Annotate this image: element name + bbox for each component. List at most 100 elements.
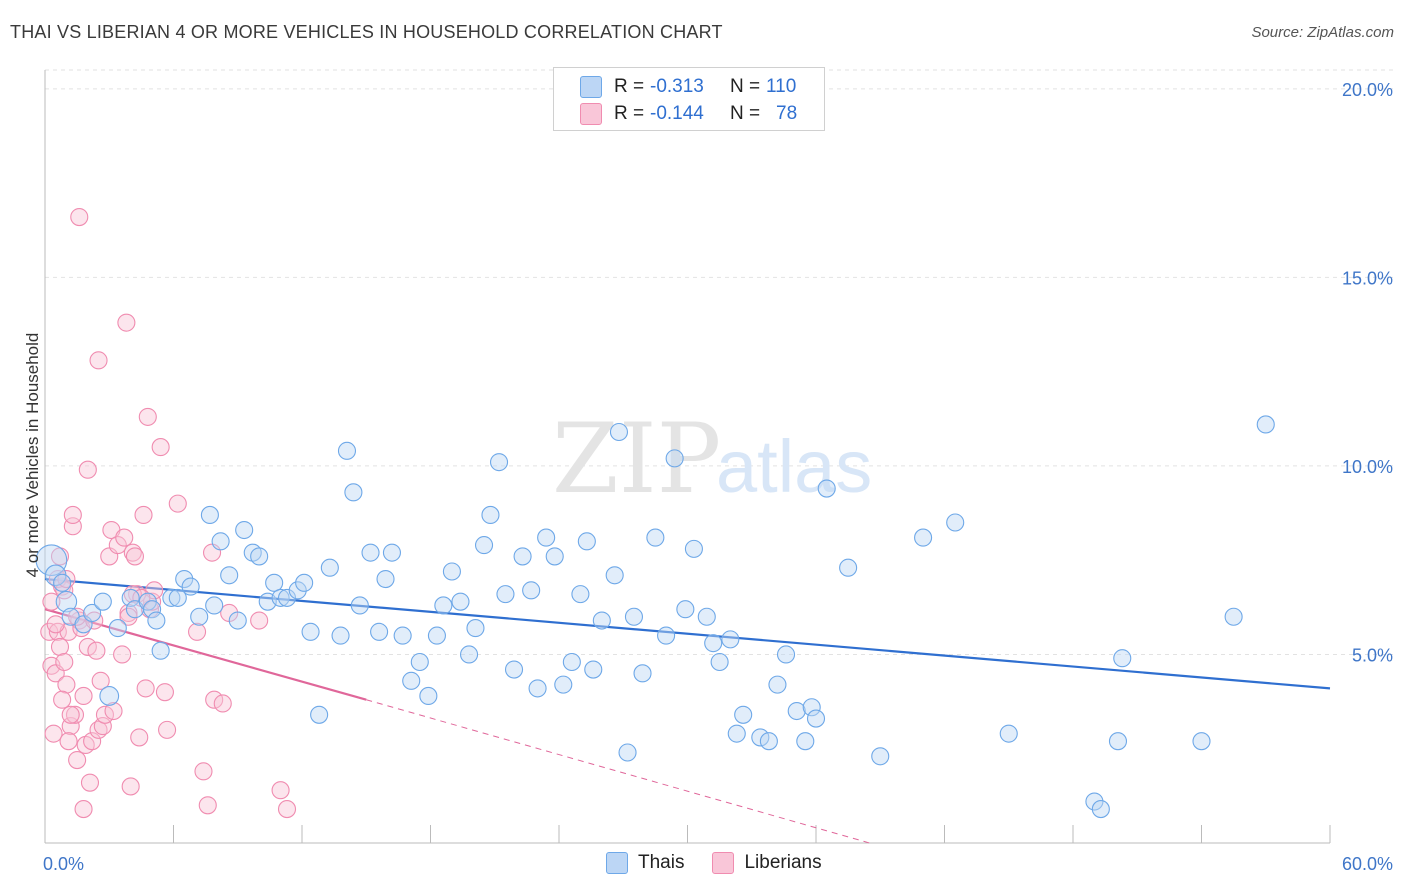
series-legend: Thais Liberians [606,852,850,874]
point-thais [143,600,162,619]
point-thais [205,596,224,615]
point-thais [684,539,703,558]
point-liberians [83,732,102,751]
point-thais [1113,649,1132,668]
point-liberians [55,652,74,672]
point-thais [796,732,815,751]
trend-line-liberians [44,608,367,701]
point-thais [344,483,363,502]
point-thais [633,664,652,683]
point-thais [419,686,438,705]
legend-row-thais: R = -0.313 N = 110 [580,75,796,99]
point-thais [1091,800,1110,819]
point-liberians [87,641,106,660]
point-thais [618,743,637,762]
point-liberians [57,675,76,694]
point-thais [320,558,339,577]
point-thais [427,626,446,645]
point-thais [53,573,72,592]
point-thais [271,588,290,607]
point-thais [787,701,806,721]
point-thais [277,588,297,607]
legend-swatch-liberians [712,852,735,874]
point-thais [147,611,166,630]
point-thais [393,626,412,645]
point-thais [168,588,187,607]
data-points [35,208,1275,819]
legend-r-value: -0.313 [650,76,704,97]
point-liberians [213,694,232,713]
point-liberians [271,781,290,800]
point-thais [734,705,753,724]
point-thais [376,569,395,589]
point-liberians [46,615,65,634]
y-tick-labels: 5.0% 10.0% 15.0% 20.0% [1342,80,1393,666]
point-liberians [89,351,108,370]
point-liberians [136,679,155,698]
point-thais [1192,732,1211,751]
point-thais [528,679,547,698]
point-liberians [134,505,153,524]
source-label: Source: ZipAtlas.com [1251,24,1394,41]
point-liberians [113,645,132,664]
point-liberians [74,686,93,705]
watermark-atlas: atlas [716,425,872,508]
point-liberians [70,208,89,227]
point-thais [665,449,684,468]
point-thais [99,686,120,706]
point-thais [946,513,965,532]
point-thais [513,547,532,566]
point-thais [571,585,590,604]
point-thais [235,520,254,540]
y-tick-label: 10.0% [1342,457,1393,477]
point-thais [489,453,509,472]
watermark-zip: ZIP [552,403,721,515]
point-liberians [78,637,97,656]
point-liberians [168,494,187,513]
grid-lines [45,69,1395,655]
point-thais [504,660,524,679]
point-liberians [65,705,85,724]
point-liberians [91,671,110,690]
point-thais [121,588,140,607]
point-thais [999,724,1018,743]
trend-lines [44,577,1331,844]
point-liberians [155,683,174,702]
point-thais [228,611,247,630]
point-liberians [143,592,162,611]
point-thais [200,505,219,524]
point-thais [410,652,429,672]
point-thais [496,585,515,604]
point-liberians [250,611,269,630]
y-tick-label: 15.0% [1342,268,1393,288]
point-thais [35,544,68,577]
legend-n-label: N = [730,76,761,97]
point-liberians [61,705,80,724]
point-thais [190,607,209,626]
y-tick-label: 20.0% [1342,80,1393,100]
point-thais [295,573,314,592]
x-tick-label-max: 60.0% [1342,854,1393,874]
point-thais [175,569,194,589]
point-thais [1108,732,1128,751]
point-thais [545,547,564,566]
point-thais [1085,792,1104,811]
point-thais [1224,607,1243,626]
legend-r-value: -0.144 [650,103,704,124]
legend-item-liberians: Liberians [712,852,822,874]
trend-line-thais [44,577,1331,690]
legend-n-value: 78 [776,103,798,124]
point-thais [434,596,453,615]
axes [44,70,1331,844]
point-thais [727,724,746,743]
point-liberians [59,732,78,751]
legend-r-label: R = [614,103,645,124]
point-liberians [138,407,157,426]
point-liberians [121,777,140,796]
point-liberians [108,536,127,555]
legend-label-thais: Thais [638,852,685,873]
y-axis-title: 4 or more Vehicles in Household [23,333,42,578]
legend-n-value: 110 [766,76,797,97]
point-liberians [158,720,177,739]
